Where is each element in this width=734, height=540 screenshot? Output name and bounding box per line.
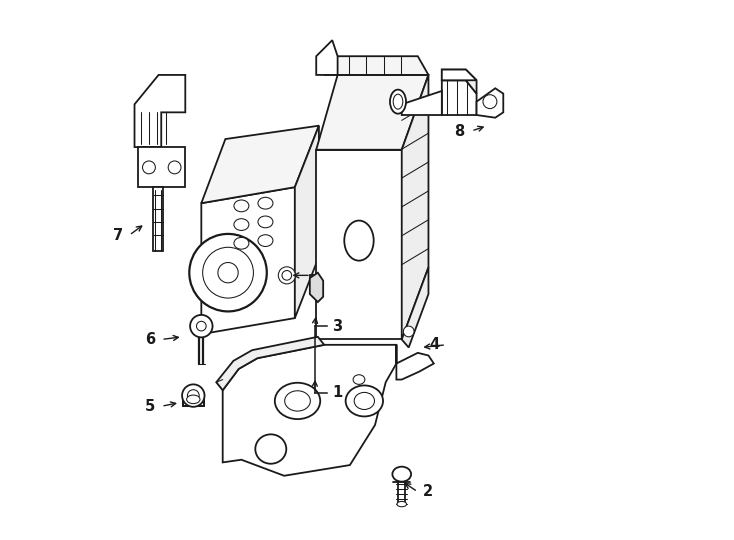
Ellipse shape — [346, 386, 383, 416]
Polygon shape — [316, 75, 429, 150]
Ellipse shape — [187, 390, 199, 401]
Polygon shape — [442, 70, 476, 80]
Ellipse shape — [258, 197, 273, 209]
Polygon shape — [217, 337, 324, 390]
Polygon shape — [310, 275, 316, 294]
Ellipse shape — [182, 384, 205, 407]
Ellipse shape — [393, 467, 411, 482]
Ellipse shape — [234, 219, 249, 231]
Ellipse shape — [234, 200, 249, 212]
Ellipse shape — [186, 395, 200, 403]
Ellipse shape — [203, 247, 253, 298]
Ellipse shape — [258, 235, 273, 246]
Ellipse shape — [483, 94, 497, 109]
Ellipse shape — [189, 234, 266, 312]
Text: 6: 6 — [145, 332, 155, 347]
Ellipse shape — [282, 271, 291, 280]
Polygon shape — [222, 345, 396, 476]
Ellipse shape — [197, 321, 206, 331]
Ellipse shape — [397, 502, 407, 507]
Text: 4: 4 — [429, 338, 440, 352]
Text: 1: 1 — [333, 386, 343, 401]
Polygon shape — [324, 56, 429, 75]
Ellipse shape — [142, 161, 156, 174]
Polygon shape — [134, 75, 185, 147]
Polygon shape — [442, 70, 476, 93]
Text: 8: 8 — [454, 124, 465, 139]
Polygon shape — [183, 400, 204, 406]
Ellipse shape — [258, 216, 273, 228]
Polygon shape — [401, 91, 442, 115]
Ellipse shape — [285, 391, 310, 411]
Ellipse shape — [275, 383, 320, 419]
Ellipse shape — [168, 161, 181, 174]
Text: 3: 3 — [333, 319, 342, 334]
Ellipse shape — [404, 326, 414, 337]
Polygon shape — [138, 147, 185, 187]
Ellipse shape — [218, 262, 239, 283]
Ellipse shape — [390, 90, 406, 114]
Polygon shape — [401, 267, 429, 348]
Ellipse shape — [393, 94, 403, 109]
Polygon shape — [201, 126, 319, 203]
Ellipse shape — [344, 220, 374, 261]
Polygon shape — [201, 187, 295, 334]
Text: 2: 2 — [423, 484, 433, 500]
Polygon shape — [396, 345, 434, 380]
Text: 5: 5 — [145, 399, 155, 414]
Ellipse shape — [190, 315, 213, 338]
Ellipse shape — [255, 434, 286, 464]
Polygon shape — [442, 80, 476, 115]
Polygon shape — [316, 150, 401, 340]
Polygon shape — [295, 126, 319, 318]
Text: 7: 7 — [112, 228, 123, 243]
Polygon shape — [153, 187, 163, 251]
Ellipse shape — [355, 393, 374, 409]
Ellipse shape — [353, 375, 365, 384]
Ellipse shape — [234, 238, 249, 249]
Ellipse shape — [278, 267, 295, 284]
Polygon shape — [310, 273, 323, 302]
Polygon shape — [316, 40, 338, 75]
Polygon shape — [476, 88, 504, 118]
Polygon shape — [401, 75, 429, 340]
